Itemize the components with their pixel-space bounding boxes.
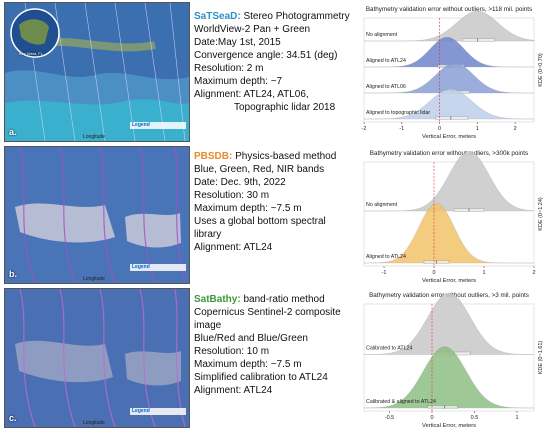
kde-area <box>363 346 535 409</box>
desc-line: Blue/Red and Blue/Green <box>194 333 308 344</box>
x-tick-label: 0 <box>438 126 441 132</box>
desc-line: Date: Dec. 9th, 2022 <box>194 177 286 188</box>
y-axis-label: KDE (0~0.70) <box>538 53 544 87</box>
chart-title: Bathymetry validation error without outl… <box>366 6 532 13</box>
desc-line: Simplified calibration to ATL24 <box>194 372 328 383</box>
desc-line: Uses a global bottom spectral <box>194 216 326 227</box>
desc-line: Convergence angle: 34.51 (deg) <box>194 50 338 61</box>
x-tick-label: 1 <box>515 415 518 421</box>
map-xlabel-c: Longitude <box>83 420 105 426</box>
kde-svg-a: Bathymetry validation error without outl… <box>362 6 544 140</box>
series-label: No alignment <box>366 202 398 208</box>
map-image-c <box>5 289 189 427</box>
x-tick-label: -1 <box>399 126 404 132</box>
map-panel-c: c. Legend Longitude <box>4 288 190 428</box>
kde-chart-a: Bathymetry validation error without outl… <box>356 2 546 142</box>
method-name-c: SatBathy: <box>194 294 241 305</box>
y-axis-label: KDE (0~1.61) <box>538 341 544 375</box>
method-desc-a: SaTSeaD: Stereo Photogrammetry WorldView… <box>194 10 354 114</box>
method-name-a: SaTSeaD: <box>194 11 241 22</box>
method-desc-c: SatBathy: band-ratio method Copernicus S… <box>194 293 354 397</box>
series-label: Aligned to ATL24 <box>366 254 406 260</box>
desc-line: Resolution: 2 m <box>194 63 264 74</box>
x-tick-label: 1 <box>476 126 479 132</box>
desc-line: Blue, Green, Red, NIR bands <box>194 164 325 175</box>
desc-line: Maximum depth: ~7 <box>194 76 283 87</box>
x-tick-label: 2 <box>532 270 535 276</box>
x-tick-label: 0 <box>430 415 433 421</box>
series-label: Aligned to ATL24 <box>366 58 406 64</box>
method-subtitle-b: Physics-based method <box>232 151 337 162</box>
x-tick-label: -2 <box>362 126 367 132</box>
chart-title: Bathymetry validation error without outl… <box>370 150 528 157</box>
series-label: Calibrated to ATL24 <box>366 346 412 352</box>
desc-line: Copernicus Sentinel-2 composite <box>194 307 341 318</box>
map-panel-a: a. Key West, FL Legend Longitude <box>4 2 190 142</box>
map-legend-a: Legend <box>130 122 186 129</box>
x-tick-label: 2 <box>514 126 517 132</box>
series-label: No alignment <box>366 32 398 38</box>
kde-chart-b: Bathymetry validation error without outl… <box>356 146 546 286</box>
kde-svg-c: Bathymetry validation error without outl… <box>363 292 544 429</box>
map-image-b <box>5 147 189 283</box>
panel-letter-c: c. <box>9 413 17 423</box>
series-label: Aligned to ATL06 <box>366 84 406 90</box>
x-axis-label: Vertical Error, meters <box>422 278 476 284</box>
kde-chart-c: Bathymetry validation error without outl… <box>356 288 546 431</box>
y-axis-label: KDE (0~1.24) <box>538 197 544 231</box>
x-axis-label: Vertical Error, meters <box>422 134 476 140</box>
method-subtitle-c: band-ratio method <box>240 294 325 305</box>
series-label: Aligned to topographic lidar <box>366 110 430 116</box>
series-label: Calibrated & aligned to ATL24 <box>366 399 436 405</box>
map-legend-c: Legend <box>130 408 186 415</box>
desc-line: Resolution: 30 m <box>194 190 270 201</box>
desc-line: library <box>194 229 222 240</box>
panel-letter-b: b. <box>9 269 17 279</box>
box-plot <box>427 405 458 409</box>
panel-letter-a: a. <box>9 127 17 137</box>
map-xlabel-b: Longitude <box>83 276 105 282</box>
method-subtitle-a: Stereo Photogrammetry <box>240 11 350 22</box>
desc-line: Date:May 1st, 2015 <box>194 37 281 48</box>
x-tick-label: -1 <box>382 270 387 276</box>
x-tick-label: 0.5 <box>471 415 479 421</box>
map-panel-b: b. Legend Longitude <box>4 146 190 284</box>
desc-line: Topographic lidar 2018 <box>234 102 336 113</box>
kde-area <box>363 292 535 355</box>
desc-line: Maximum depth: ~7.5 m <box>194 203 302 214</box>
map-xlabel-a: Longitude <box>83 134 105 140</box>
desc-line: Alignment: ATL24 <box>194 385 273 396</box>
map-legend-b: Legend <box>130 264 186 271</box>
kde-svg-b: Bathymetry validation error without outl… <box>363 150 544 284</box>
box-plot <box>462 38 495 42</box>
method-name-b: PBSDB: <box>194 151 233 162</box>
desc-line: Maximum depth: ~7.5 m <box>194 359 302 370</box>
desc-line: WorldView-2 Pan + Green <box>194 24 311 35</box>
desc-line: image <box>194 320 222 331</box>
kde-area <box>364 10 535 42</box>
method-desc-b: PBSDB: Physics-based method Blue, Green,… <box>194 150 354 254</box>
kde-area <box>363 203 534 264</box>
x-tick-label: -0.5 <box>385 415 394 421</box>
kde-area <box>364 62 535 94</box>
desc-line: Alignment: ATL24 <box>194 242 273 253</box>
x-tick-label: 0 <box>432 270 435 276</box>
map-image-a <box>5 3 189 141</box>
x-axis-label: Vertical Error, meters <box>422 423 476 429</box>
desc-line: Resolution: 10 m <box>194 346 270 357</box>
x-tick-label: 1 <box>482 270 485 276</box>
box-plot <box>435 116 469 120</box>
desc-line: Alignment: ATL24, ATL06, <box>194 89 309 100</box>
kde-area <box>364 36 534 68</box>
inset-label: Key West, FL <box>19 51 43 56</box>
kde-area <box>364 151 535 212</box>
kde-area <box>363 88 535 120</box>
